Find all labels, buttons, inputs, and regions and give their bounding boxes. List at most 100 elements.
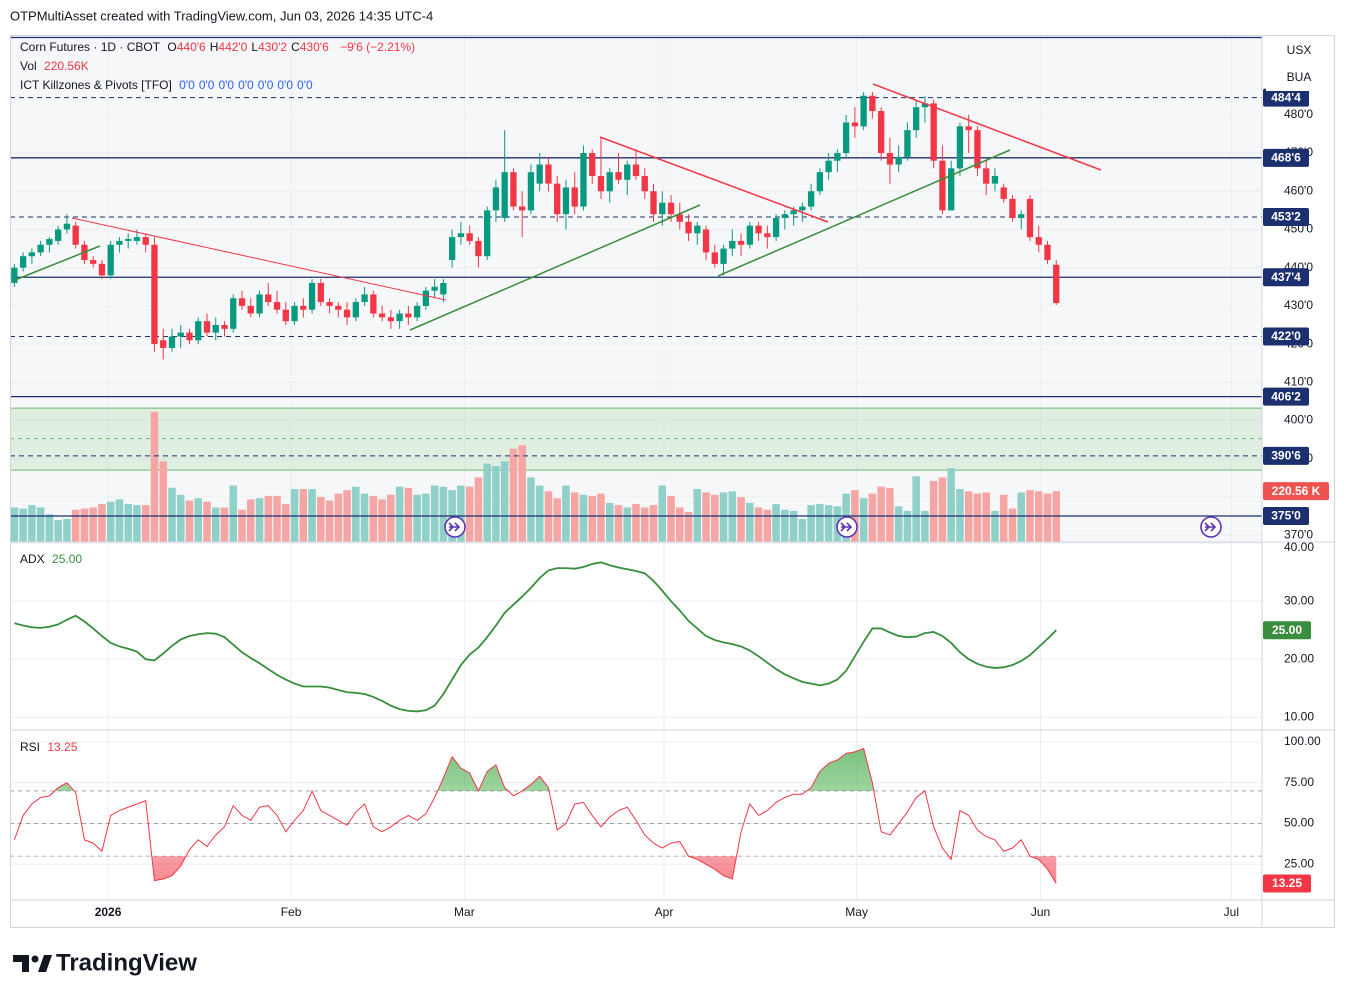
brand: TradingView — [56, 949, 197, 976]
level-tag-bg — [1263, 387, 1309, 406]
volume-bar — [273, 495, 281, 542]
volume-bar — [754, 507, 763, 542]
volume-bar — [579, 494, 588, 542]
candle-body — [160, 340, 167, 348]
candle-body — [19, 256, 27, 268]
y-tick-label: 75.00 — [1284, 775, 1314, 789]
candle-body — [580, 153, 587, 207]
level-tag-bg — [1263, 327, 1309, 346]
candle-body — [965, 126, 972, 131]
volume-bar — [352, 486, 360, 542]
candle-body — [991, 175, 999, 184]
candle-body — [877, 111, 885, 154]
rsi-legend: RSI 13.25 — [20, 738, 81, 757]
volume-bar — [903, 510, 912, 542]
candle-body — [440, 282, 447, 295]
last-value-tag: 13.25 — [1272, 876, 1302, 890]
volume-bar — [999, 494, 1008, 542]
y-tick-label: 460'0 — [1284, 183, 1313, 197]
candle-body — [746, 225, 753, 245]
candle-body — [536, 164, 543, 184]
candle-body — [291, 305, 298, 322]
candle-body — [361, 294, 368, 303]
level-tag: 422'0 — [1271, 329, 1301, 343]
volume-bar — [938, 477, 947, 542]
ohlc-key: H — [209, 40, 219, 54]
candle-body — [606, 172, 613, 192]
candle-body — [90, 260, 97, 264]
candle-body — [396, 313, 403, 322]
y-tick-label: 400'0 — [1284, 413, 1313, 427]
indicator-value: 0'0 — [198, 78, 215, 92]
candle-body — [46, 239, 53, 245]
level-tag-bg — [1263, 208, 1309, 227]
x-tick-label: Apr — [655, 905, 674, 919]
candle-body — [799, 206, 806, 211]
volume-bar — [483, 463, 491, 542]
volume-bar — [921, 510, 929, 542]
volume-bar — [80, 508, 89, 542]
volume-bar — [89, 507, 97, 542]
volume-bar — [973, 493, 982, 542]
candle-body — [913, 107, 920, 131]
level-tag-bg — [1263, 148, 1309, 167]
candle-body — [221, 324, 228, 329]
plot-layer — [10, 35, 1262, 900]
candle-body — [484, 210, 491, 257]
volume-bar — [220, 507, 229, 542]
volume-bar — [789, 510, 798, 542]
candle-body — [886, 153, 894, 165]
volume-bar — [1017, 492, 1025, 542]
currency: USX — [1286, 43, 1312, 57]
unit-box: USX BUA — [1266, 37, 1332, 91]
indicator-pane-bg — [10, 542, 1262, 900]
volume-bar — [798, 518, 807, 542]
candle-body — [772, 218, 780, 238]
volume-bar — [816, 503, 824, 542]
candle-body — [676, 214, 683, 222]
candle-body — [168, 336, 176, 348]
tag-layer: 220.56 K 484'4 468'6 453'2 437'4 422'0 406'2 39… — [1263, 88, 1329, 893]
candle-body — [816, 172, 824, 192]
volume-bar — [605, 502, 614, 542]
volume-bar — [238, 509, 246, 542]
candle-body — [1035, 237, 1042, 245]
volume-bar — [317, 497, 325, 542]
volume-bar — [649, 505, 658, 542]
logo-mark — [38, 955, 52, 972]
volume-bar — [535, 485, 544, 542]
volume-bar — [492, 465, 500, 542]
volume-bar — [378, 499, 386, 542]
candle-body — [624, 164, 631, 180]
candle-body — [186, 332, 193, 341]
candle-body — [352, 302, 359, 318]
volume-bar — [702, 492, 710, 542]
volume-bar — [150, 411, 159, 542]
volume-value: 220.56K — [44, 59, 89, 73]
volume-bar — [203, 501, 211, 542]
session-icon — [1200, 516, 1222, 538]
candle-body — [737, 240, 745, 245]
indicator-value: 0'0 — [257, 78, 274, 92]
volume-bar — [115, 499, 124, 542]
level-tag-bg — [1263, 446, 1309, 465]
candle-body — [256, 294, 263, 314]
indicator-name: ICT Killzones & Pivots [TFO] — [20, 78, 172, 92]
indicator-values: 0'0 0'0 0'0 0'0 0'0 0'0 0'0 — [179, 78, 316, 92]
volume-bar — [71, 509, 80, 542]
candle-body — [921, 103, 929, 108]
trendline — [71, 217, 447, 301]
volume-bar — [912, 476, 920, 542]
candle-body — [562, 187, 570, 215]
volume-bar — [553, 498, 561, 542]
volume-bar — [465, 486, 474, 542]
candle-body — [615, 172, 622, 180]
volume-bar — [929, 480, 938, 542]
candle-body — [378, 313, 386, 318]
volume-bar — [667, 495, 675, 542]
rsi-value: 13.25 — [47, 740, 78, 754]
volume-bar — [500, 461, 509, 542]
level-tag-bg — [1263, 88, 1309, 107]
adx-legend: ADX 25.00 — [20, 550, 86, 569]
